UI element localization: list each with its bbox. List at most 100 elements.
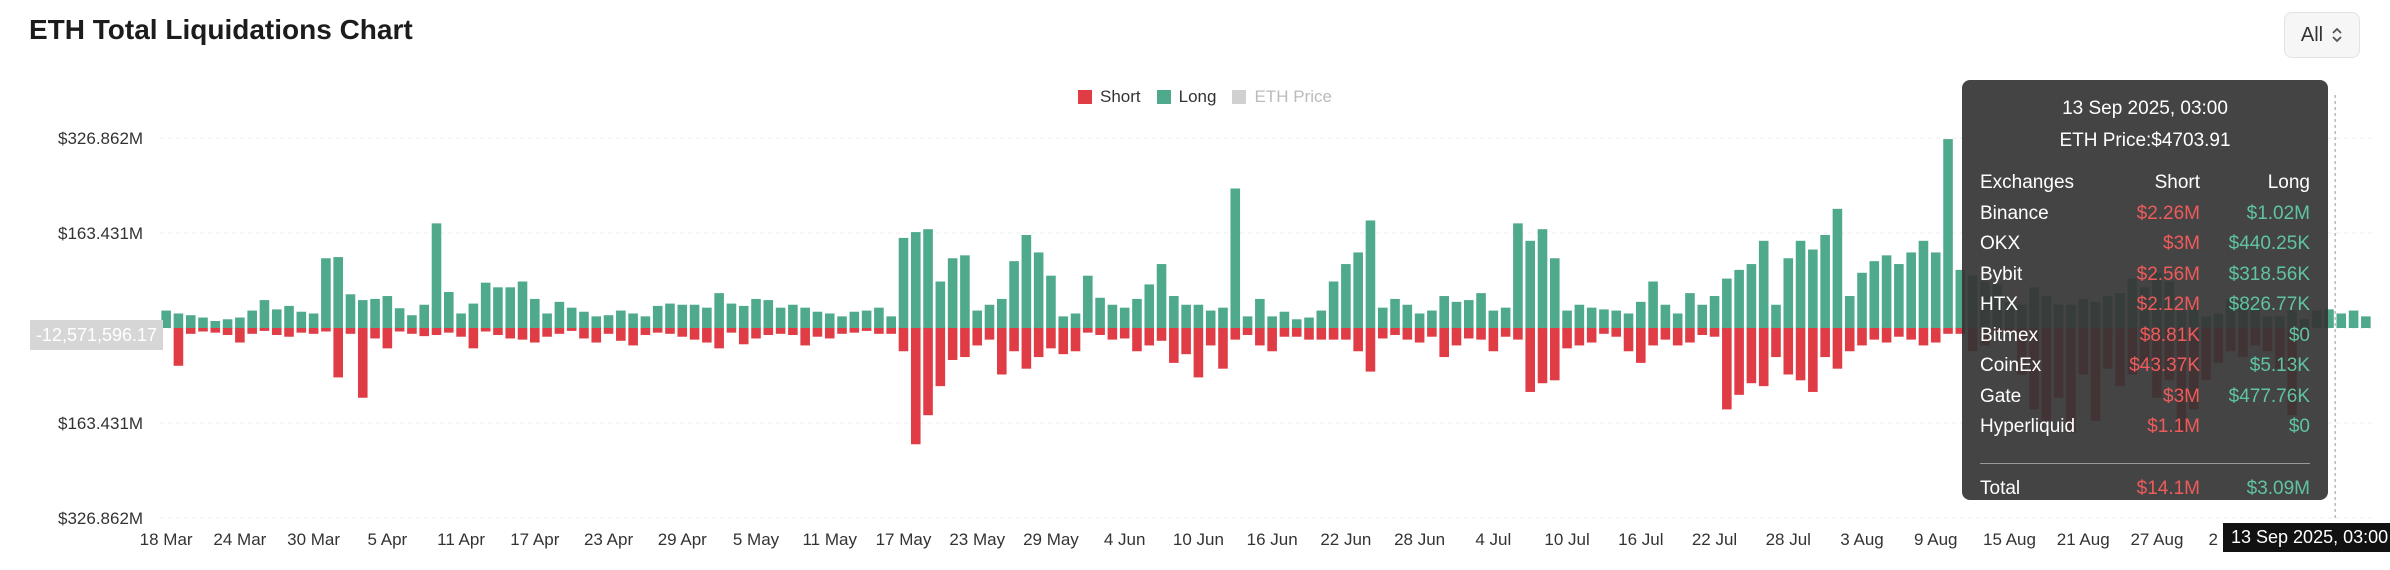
long-bar xyxy=(198,317,208,328)
short-bar xyxy=(333,328,343,378)
short-bar xyxy=(996,328,1007,375)
short-bar xyxy=(1414,328,1425,343)
long-bar xyxy=(1562,310,1572,328)
long-bar xyxy=(1795,240,1806,328)
short-bar xyxy=(1083,328,1093,333)
long-bar xyxy=(1009,261,1019,328)
long-bar xyxy=(1451,301,1462,328)
tooltip-row-bybit: Bybit $2.56M $318.56K xyxy=(1980,260,2310,291)
long-bar xyxy=(738,305,749,328)
long-bar xyxy=(1697,304,1708,328)
long-bar xyxy=(1599,309,1609,328)
long-bar xyxy=(517,281,528,328)
long-bar xyxy=(1095,297,1105,328)
short-bar xyxy=(616,328,626,341)
tooltip-short-value: $2.26M xyxy=(2136,202,2200,224)
tooltip-row-coinex: CoinEx $43.37K $5.13K xyxy=(1980,351,2310,382)
long-bar xyxy=(1058,316,1069,328)
tooltip-short-value: $8.81K xyxy=(2139,324,2200,346)
short-bar xyxy=(1169,328,1179,363)
long-bar xyxy=(2336,313,2347,328)
long-bar xyxy=(382,296,393,328)
tooltip-row-gate: Gate $3M $477.76K xyxy=(1980,382,2310,413)
x-tick-label: 22 Jul xyxy=(1692,530,1737,549)
tooltip-eth-price: ETH Price:$4703.91 xyxy=(2059,130,2231,151)
x-tick-label: 21 Aug xyxy=(2057,530,2110,549)
short-bar xyxy=(382,328,393,349)
short-bar xyxy=(1070,328,1081,352)
long-bar xyxy=(1033,252,1044,328)
long-bar xyxy=(308,313,319,328)
short-bar xyxy=(652,328,663,333)
short-bar xyxy=(1488,328,1499,352)
legend-item-short[interactable]: Short xyxy=(1078,87,1141,107)
short-bar xyxy=(468,328,479,349)
short-bar xyxy=(345,328,356,334)
long-bar xyxy=(849,311,860,328)
long-bar xyxy=(800,307,810,328)
short-bar xyxy=(984,328,995,340)
long-bar xyxy=(1046,275,1056,328)
short-bar xyxy=(1132,328,1142,352)
short-bar xyxy=(775,328,786,334)
range-select[interactable]: All xyxy=(2284,12,2360,58)
short-bar xyxy=(923,328,933,416)
long-bar xyxy=(665,303,675,328)
short-bar xyxy=(837,328,847,334)
long-bar xyxy=(947,258,958,328)
long-bar xyxy=(1193,304,1204,328)
x-tick-label: 17 May xyxy=(876,530,932,549)
crosshair-price-badge: -12,571,596.17 xyxy=(30,320,163,350)
long-bar xyxy=(271,309,282,328)
long-bar xyxy=(1242,316,1253,328)
long-bar xyxy=(480,282,491,328)
long-bar xyxy=(640,316,651,328)
long-bar xyxy=(1476,293,1486,328)
legend-item-long[interactable]: Long xyxy=(1156,87,1217,107)
x-tick-label: 11 Apr xyxy=(437,530,485,549)
long-bar xyxy=(530,298,540,328)
long-bar xyxy=(1500,307,1511,328)
y-tick-label: $163.431M xyxy=(58,224,143,243)
long-bar xyxy=(247,310,257,328)
long-bar xyxy=(1390,298,1400,328)
legend-label-eth-price: ETH Price xyxy=(1254,87,1332,106)
short-bar xyxy=(1869,328,1880,340)
short-bar xyxy=(1636,328,1646,363)
tooltip-time: 13 Sep 2025, 03:00 xyxy=(2062,98,2228,119)
long-bar xyxy=(222,319,233,328)
short-bar xyxy=(824,328,835,339)
tooltip-header-exchange: Exchanges xyxy=(1980,172,2075,194)
long-bar xyxy=(1894,264,1904,328)
short-bar xyxy=(702,328,712,343)
long-bar xyxy=(1513,223,1523,328)
short-bar xyxy=(1574,328,1585,346)
legend-label-long: Long xyxy=(1178,87,1217,106)
short-bar xyxy=(1205,328,1216,346)
tooltip-row-hyperliquid: Hyperliquid $1.1M $0 xyxy=(1980,412,2310,443)
short-bar xyxy=(1279,328,1290,337)
tooltip-header-short: Short xyxy=(2154,172,2200,194)
short-bar xyxy=(1193,328,1204,378)
short-bar xyxy=(1525,328,1536,392)
tooltip-exchange-name: OKX xyxy=(1980,233,2021,255)
long-bar xyxy=(259,300,270,328)
short-bar xyxy=(1291,328,1302,337)
short-bar xyxy=(1881,328,1892,343)
short-bar xyxy=(1746,328,1757,384)
legend-item-eth-price[interactable]: ETH Price xyxy=(1232,87,1332,107)
short-bar xyxy=(886,328,896,334)
long-bar xyxy=(1083,275,1093,328)
tooltip-header-long: Long xyxy=(2267,172,2310,194)
short-bar xyxy=(308,328,319,334)
long-bar xyxy=(714,293,724,328)
short-bar xyxy=(1955,328,1966,334)
range-select-value: All xyxy=(2300,23,2324,46)
long-bar xyxy=(1783,258,1794,328)
short-bar xyxy=(874,328,884,334)
long-bar xyxy=(996,298,1007,328)
short-bar xyxy=(1685,328,1695,343)
short-bar xyxy=(1820,328,1830,358)
long-bar xyxy=(1746,264,1757,328)
long-bar xyxy=(1660,304,1671,328)
